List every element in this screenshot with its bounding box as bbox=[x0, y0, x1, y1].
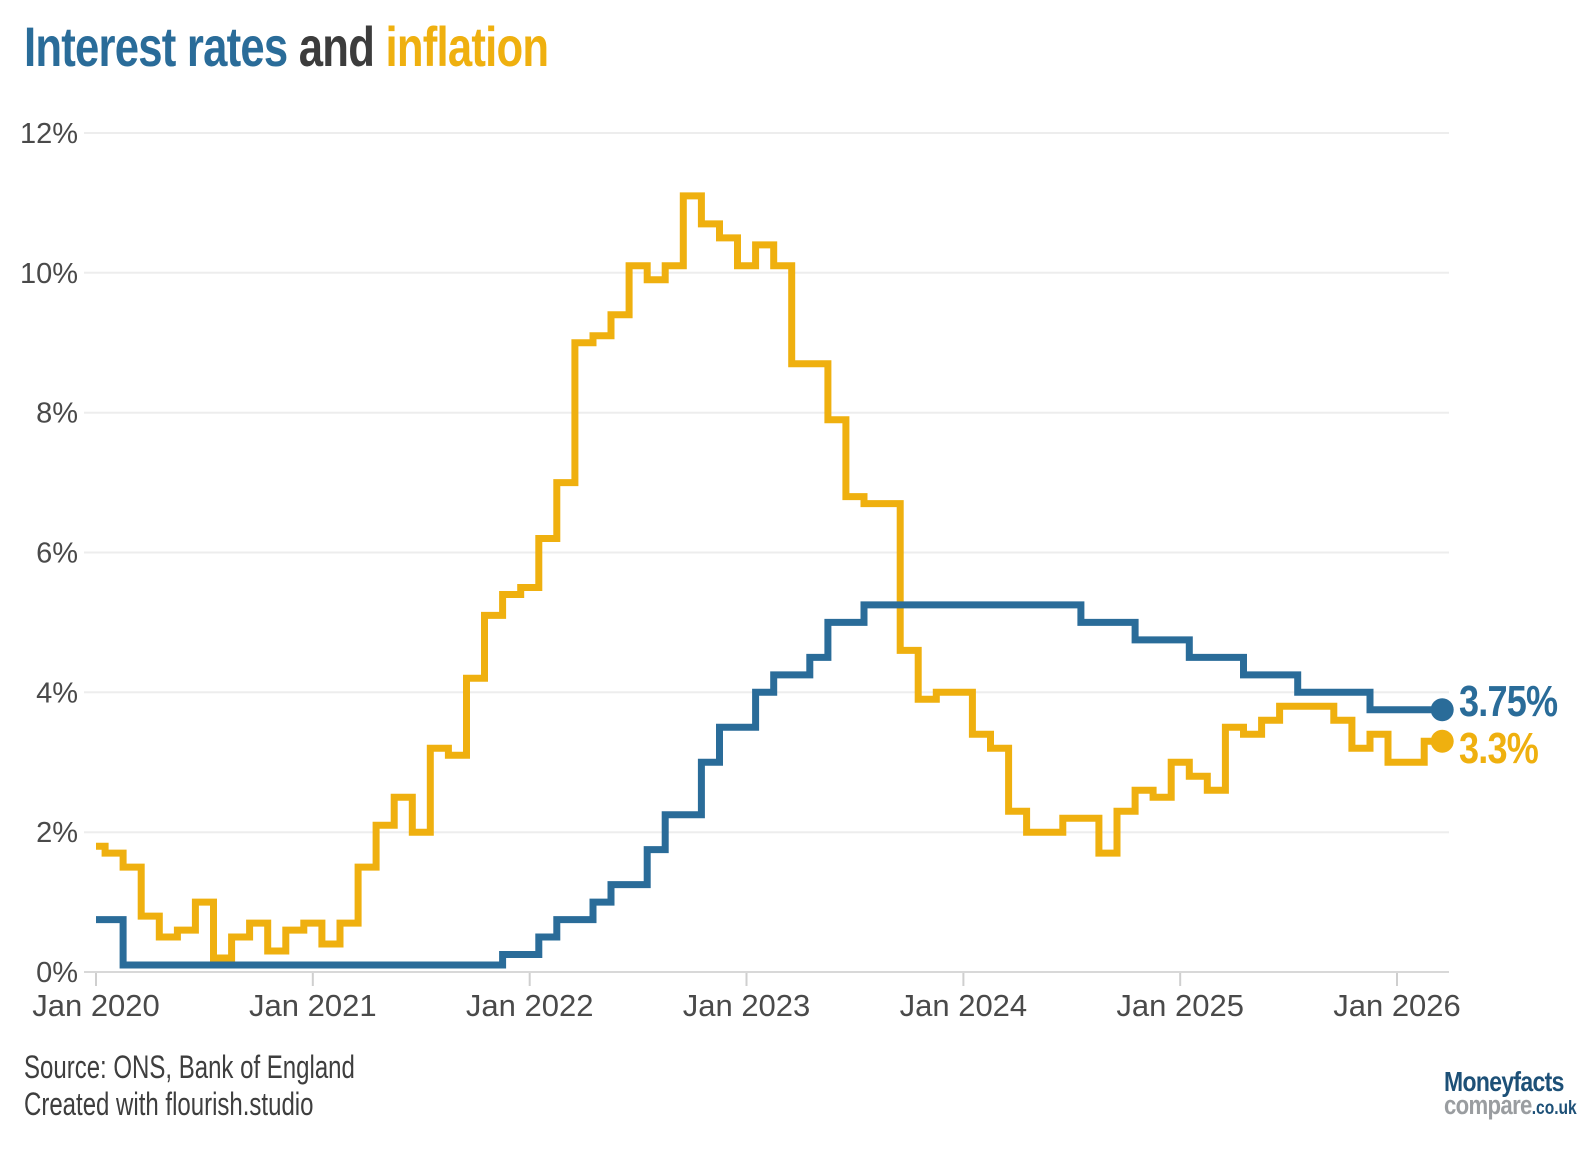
end-label-interest-rate: 3.75% bbox=[1459, 677, 1558, 726]
y-axis-label-8%: 8% bbox=[36, 398, 78, 430]
source-note: Source: ONS, Bank of England bbox=[24, 1049, 355, 1085]
title-interest-rates: Interest rates bbox=[24, 15, 288, 78]
end-label-inflation: 3.3% bbox=[1459, 724, 1539, 773]
logo-couk-text: .co.uk bbox=[1531, 1098, 1577, 1119]
y-axis-label-12%: 12% bbox=[20, 118, 78, 150]
x-axis-label-jan-2023: Jan 2023 bbox=[683, 988, 811, 1023]
title-inflation: inflation bbox=[385, 15, 549, 78]
y-axis-label-2%: 2% bbox=[36, 817, 78, 849]
end-dot-interest-rates bbox=[1430, 698, 1454, 722]
x-axis-label-jan-2026: Jan 2026 bbox=[1333, 988, 1461, 1023]
x-axis-label-jan-2020: Jan 2020 bbox=[32, 988, 160, 1023]
y-axis-label-10%: 10% bbox=[20, 258, 78, 290]
y-axis-label-0%: 0% bbox=[36, 957, 78, 989]
series-line-inflation bbox=[96, 192, 1443, 962]
chart-title: Interest rates and inflation bbox=[24, 15, 549, 78]
moneyfacts-logo[interactable]: Moneyfacts compare.co.uk bbox=[1444, 1068, 1588, 1119]
x-axis-label-jan-2024: Jan 2024 bbox=[900, 988, 1028, 1023]
y-axis-label-4%: 4% bbox=[36, 677, 78, 709]
y-axis-label-6%: 6% bbox=[36, 538, 78, 570]
x-axis-label-jan-2025: Jan 2025 bbox=[1116, 988, 1244, 1023]
title-and: and bbox=[287, 15, 386, 78]
x-axis-label-jan-2021: Jan 2021 bbox=[249, 988, 377, 1023]
logo-compare-line: compare.co.uk bbox=[1444, 1092, 1577, 1119]
end-dot-inflation bbox=[1430, 729, 1454, 753]
logo-compare-text: compare bbox=[1444, 1090, 1532, 1120]
x-axis-label-jan-2022: Jan 2022 bbox=[466, 988, 594, 1023]
flourish-credit-link[interactable]: Created with flourish.studio bbox=[24, 1086, 314, 1122]
series-line-interest-rates bbox=[96, 601, 1443, 969]
logo-moneyfacts-text: Moneyfacts bbox=[1444, 1066, 1564, 1097]
